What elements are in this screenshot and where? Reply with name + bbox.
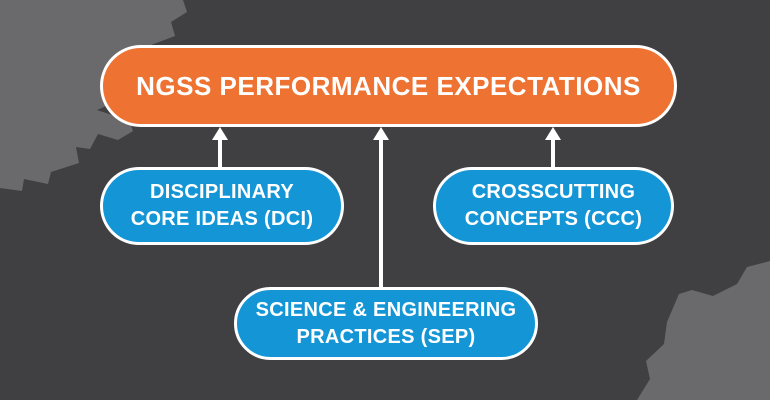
arrow-up-icon xyxy=(212,127,228,140)
node-disciplinary-core-ideas: DISCIPLINARY CORE IDEAS (DCI) xyxy=(100,167,344,245)
node-crosscutting-concepts: CROSSCUTTING CONCEPTS (CCC) xyxy=(433,167,674,245)
arrow-up-icon xyxy=(373,127,389,140)
node-label-line2: CORE IDEAS (DCI) xyxy=(130,208,314,230)
node-ngss-performance-expectations: NGSS PERFORMANCE EXPECTATIONS xyxy=(100,45,677,127)
arrow-dci-to-root xyxy=(218,138,222,167)
node-label-line2: CONCEPTS (CCC) xyxy=(464,208,643,230)
arrow-ccc-to-root xyxy=(551,138,555,167)
node-label: NGSS PERFORMANCE EXPECTATIONS xyxy=(136,70,641,101)
node-label-line1: DISCIPLINARY xyxy=(150,181,294,203)
node-label-line1: SCIENCE & ENGINEERING xyxy=(255,298,517,321)
node-science-engineering-practices: SCIENCE & ENGINEERING PRACTICES (SEP) xyxy=(234,287,538,360)
arrow-sep-to-root xyxy=(379,138,383,287)
node-label-line2: PRACTICES (SEP) xyxy=(296,325,476,348)
arrow-up-icon xyxy=(545,127,561,140)
node-label-line1: CROSSCUTTING xyxy=(471,181,636,203)
